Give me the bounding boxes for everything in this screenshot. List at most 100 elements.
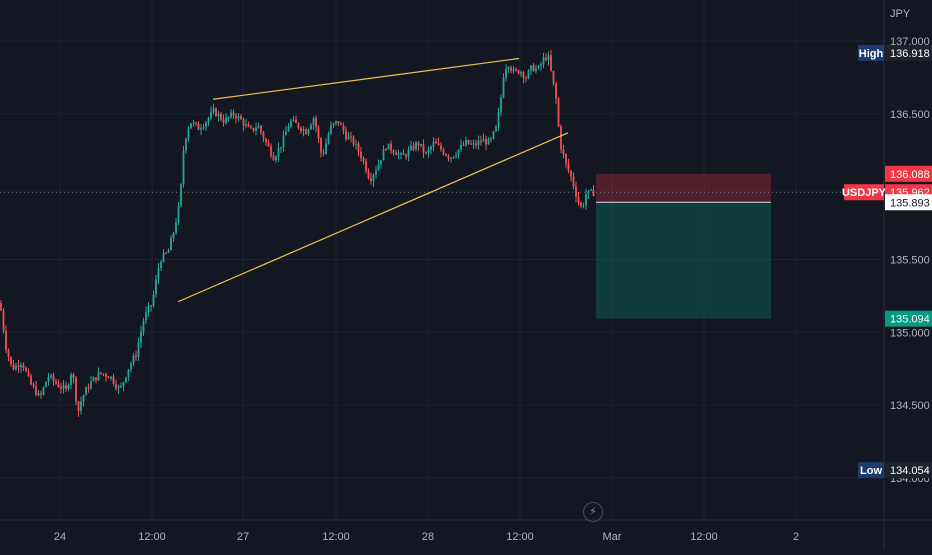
candle[interactable] (283, 135, 285, 147)
candle[interactable] (263, 132, 265, 139)
candle[interactable] (58, 384, 60, 387)
candle[interactable] (95, 377, 97, 380)
candle[interactable] (355, 144, 357, 145)
candle[interactable] (533, 65, 535, 71)
candle[interactable] (558, 99, 560, 126)
candle[interactable] (175, 223, 177, 233)
candle[interactable] (265, 139, 267, 143)
candle[interactable] (140, 332, 142, 343)
candle[interactable] (573, 176, 575, 186)
candle[interactable] (230, 113, 232, 118)
candle[interactable] (380, 160, 382, 164)
candle[interactable] (215, 108, 217, 116)
candle[interactable] (280, 147, 282, 148)
candle[interactable] (295, 120, 297, 123)
candle[interactable] (560, 126, 562, 149)
candle[interactable] (493, 131, 495, 138)
candle[interactable] (353, 137, 355, 145)
candle[interactable] (418, 143, 420, 146)
candle[interactable] (253, 128, 255, 131)
candle[interactable] (45, 382, 47, 387)
candle[interactable] (78, 401, 80, 411)
candle[interactable] (145, 312, 147, 321)
candle[interactable] (430, 147, 432, 150)
candle[interactable] (35, 386, 37, 395)
candle[interactable] (568, 163, 570, 170)
candle[interactable] (508, 67, 510, 69)
candle[interactable] (408, 150, 410, 157)
candle[interactable] (143, 321, 145, 332)
candle[interactable] (390, 144, 392, 151)
candle[interactable] (113, 377, 115, 384)
candle[interactable] (385, 149, 387, 150)
candle[interactable] (468, 140, 470, 144)
candle[interactable] (455, 155, 457, 157)
candle[interactable] (190, 123, 192, 128)
candle[interactable] (275, 157, 277, 160)
candle[interactable] (440, 145, 442, 150)
candle[interactable] (80, 402, 82, 411)
candle[interactable] (378, 164, 380, 170)
candle[interactable] (423, 144, 425, 152)
candle[interactable] (55, 381, 57, 384)
candle[interactable] (593, 190, 595, 197)
candle[interactable] (530, 65, 532, 70)
candle[interactable] (260, 126, 262, 133)
candle[interactable] (233, 113, 235, 116)
candle[interactable] (553, 71, 555, 84)
candle[interactable] (495, 126, 497, 131)
candle[interactable] (153, 295, 155, 306)
candle[interactable] (420, 144, 422, 145)
candle[interactable] (395, 153, 397, 155)
candle[interactable] (308, 129, 310, 134)
candle[interactable] (258, 126, 260, 128)
trendline-lower[interactable] (178, 133, 568, 302)
candle[interactable] (138, 343, 140, 357)
candle[interactable] (118, 387, 120, 389)
candle[interactable] (163, 253, 165, 262)
candle[interactable] (498, 112, 500, 126)
candle[interactable] (225, 118, 227, 124)
candle[interactable] (480, 141, 482, 142)
candle[interactable] (210, 112, 212, 118)
candle[interactable] (228, 117, 230, 118)
candle[interactable] (330, 125, 332, 133)
candle[interactable] (60, 387, 62, 389)
candle[interactable] (165, 253, 167, 254)
candle[interactable] (410, 146, 412, 150)
candle[interactable] (500, 98, 502, 113)
candle[interactable] (338, 121, 340, 124)
candle[interactable] (178, 206, 180, 223)
candle[interactable] (183, 151, 185, 184)
candle[interactable] (180, 184, 182, 205)
candle[interactable] (405, 155, 407, 157)
candle[interactable] (588, 190, 590, 194)
candle[interactable] (348, 136, 350, 139)
candle[interactable] (398, 154, 400, 155)
candle[interactable] (375, 170, 377, 174)
candle[interactable] (570, 171, 572, 177)
candle[interactable] (43, 387, 45, 394)
candle[interactable] (188, 128, 190, 138)
candle[interactable] (270, 146, 272, 155)
candle[interactable] (473, 144, 475, 145)
candle[interactable] (435, 142, 437, 144)
candle[interactable] (320, 138, 322, 152)
candle[interactable] (545, 58, 547, 60)
candle[interactable] (540, 64, 542, 66)
candle[interactable] (110, 377, 112, 379)
candle[interactable] (83, 395, 85, 401)
candle[interactable] (285, 132, 287, 136)
candle[interactable] (428, 149, 430, 152)
candle[interactable] (453, 157, 455, 158)
candle[interactable] (220, 114, 222, 120)
candle[interactable] (240, 116, 242, 119)
candle[interactable] (383, 149, 385, 160)
candle[interactable] (305, 129, 307, 134)
candle[interactable] (288, 127, 290, 132)
candle[interactable] (205, 122, 207, 127)
candle[interactable] (8, 350, 10, 357)
candle[interactable] (273, 156, 275, 161)
